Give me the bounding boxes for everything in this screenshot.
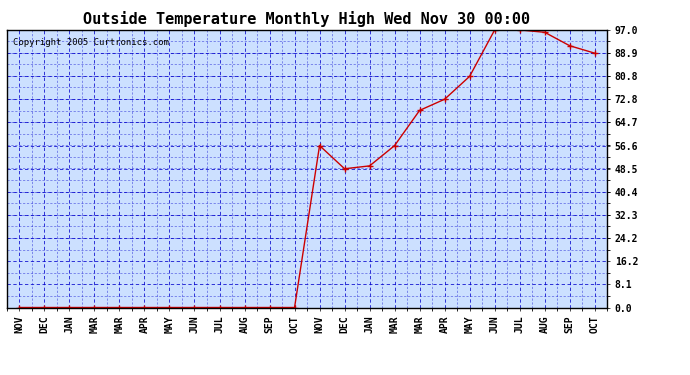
Text: Copyright 2005 Curtronics.com: Copyright 2005 Curtronics.com: [13, 38, 169, 47]
Title: Outside Temperature Monthly High Wed Nov 30 00:00: Outside Temperature Monthly High Wed Nov…: [83, 12, 531, 27]
